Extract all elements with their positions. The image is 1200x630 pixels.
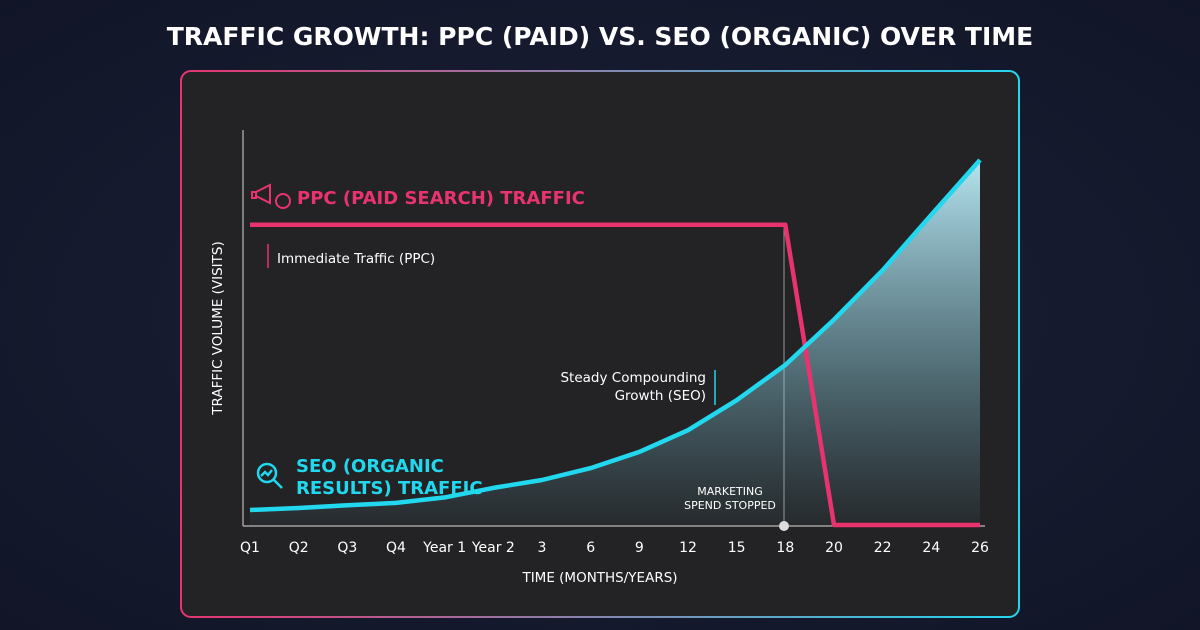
y-axis-label: TRAFFIC VOLUME (VISITS) [210, 241, 226, 415]
x-tick-label: Year 1 [422, 540, 466, 556]
annotation: MARKETING SPEND STOPPED [684, 485, 776, 512]
annotation: Immediate Traffic (PPC) [277, 251, 436, 267]
ppc-label: PPC (PAID SEARCH) TRAFFIC [297, 188, 585, 209]
x-tick-label: 15 [728, 540, 746, 556]
stop-dot [779, 521, 789, 531]
series-line [250, 222, 980, 528]
x-tick-label: 20 [825, 540, 843, 556]
series-line [249, 158, 982, 513]
x-tick-label: Q2 [289, 540, 309, 556]
x-tick-label: Q3 [337, 540, 357, 556]
chart-title: TRAFFIC GROWTH: PPC (PAID) VS. SEO (ORGA… [167, 22, 1033, 51]
seo-area [250, 160, 980, 525]
x-tick-label: 24 [922, 540, 940, 556]
x-axis-label: TIME (MONTHS/YEARS) [521, 570, 677, 586]
x-tick-label: 18 [776, 540, 794, 556]
annotation: Steady Compounding Growth (SEO) [560, 370, 706, 404]
x-tick-label: 12 [679, 540, 697, 556]
x-tick-label: Year 2 [471, 540, 515, 556]
ppc-icon [251, 183, 291, 209]
x-tick-label: 26 [971, 540, 989, 556]
x-tick-label: 22 [874, 540, 892, 556]
seo-icon [256, 462, 283, 489]
x-tick-label: Q1 [240, 540, 260, 556]
x-tick-label: 6 [586, 540, 595, 556]
x-tick-label: 3 [538, 540, 547, 556]
seo-label: SEO (ORGANIC RESULTS) TRAFFIC [296, 456, 483, 499]
x-tick-label: 9 [635, 540, 644, 556]
x-tick-label: Q4 [386, 540, 406, 556]
